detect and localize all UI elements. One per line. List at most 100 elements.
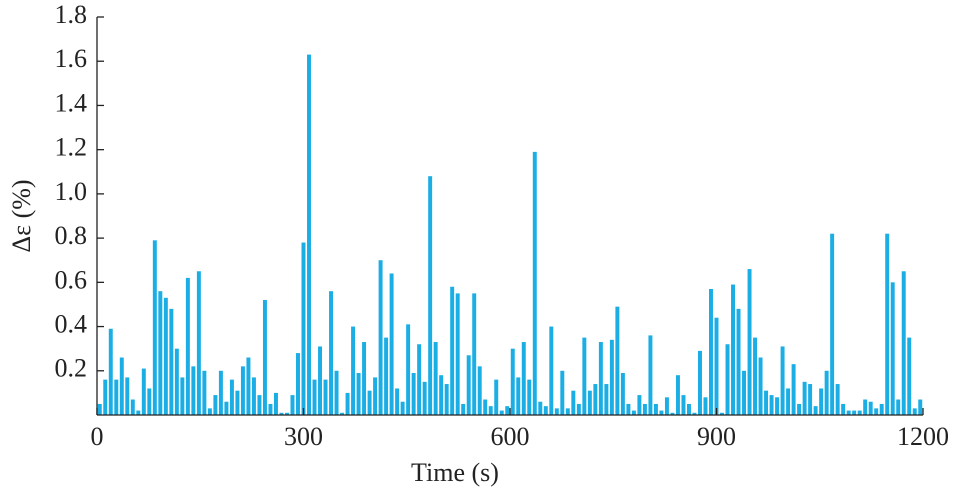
bar <box>323 379 328 415</box>
bar <box>268 403 273 415</box>
bar <box>494 379 499 415</box>
bar <box>918 399 923 415</box>
bar <box>714 317 719 415</box>
bar <box>307 54 311 415</box>
bar <box>246 357 251 415</box>
bar <box>483 399 488 415</box>
bar <box>163 297 168 415</box>
bar <box>510 348 515 415</box>
bar <box>565 408 570 415</box>
y-tick-label: 1.8 <box>55 0 88 29</box>
bar <box>626 403 631 415</box>
bar <box>532 151 537 415</box>
bar <box>318 346 323 415</box>
bar <box>130 399 135 415</box>
x-tick-label: 1200 <box>897 422 949 451</box>
bar <box>191 366 196 415</box>
bar <box>417 344 422 415</box>
y-tick-label: 1.6 <box>55 44 88 73</box>
bar <box>670 412 675 415</box>
bar <box>218 370 223 415</box>
bar <box>152 240 157 415</box>
bar <box>901 271 906 415</box>
bar <box>742 370 747 415</box>
bar <box>681 395 686 415</box>
bar <box>576 403 581 415</box>
bar <box>709 288 713 415</box>
y-tick-label: 0.4 <box>55 310 88 339</box>
bar <box>351 326 356 415</box>
bar <box>582 337 587 415</box>
bar <box>235 390 240 415</box>
bar <box>819 388 824 415</box>
bar <box>202 370 207 415</box>
bar <box>731 284 736 415</box>
bar <box>879 403 884 415</box>
y-tick-label: 0.8 <box>55 221 88 250</box>
bar <box>560 370 565 415</box>
bar <box>334 370 339 415</box>
bar <box>863 399 868 415</box>
bar <box>196 271 201 415</box>
bar <box>835 384 840 415</box>
bar <box>428 176 433 415</box>
bar <box>846 410 851 415</box>
x-axis-label: Time (s) <box>411 458 499 487</box>
bar <box>257 395 262 415</box>
bar <box>791 364 796 415</box>
bar <box>488 406 493 415</box>
bar <box>301 242 306 415</box>
bar <box>554 408 559 415</box>
bar <box>125 377 130 415</box>
y-tick-label: 1.0 <box>55 177 88 206</box>
bar <box>472 293 477 415</box>
bar <box>907 337 912 415</box>
bar <box>97 403 102 415</box>
bar <box>549 326 554 415</box>
bar <box>631 410 636 415</box>
bar <box>461 403 466 415</box>
x-tick-label: 0 <box>91 422 104 451</box>
bar <box>439 375 444 415</box>
bar <box>147 388 152 415</box>
y-tick-label: 1.4 <box>55 88 88 117</box>
bar <box>103 379 108 415</box>
bar <box>169 308 174 415</box>
bar <box>329 291 334 415</box>
bar <box>841 403 846 415</box>
bar <box>697 350 702 415</box>
bar <box>852 410 857 415</box>
bar <box>675 375 680 415</box>
bar <box>505 406 510 415</box>
bar <box>648 335 653 415</box>
bar <box>775 397 780 415</box>
bar <box>912 408 917 415</box>
bar <box>802 381 807 415</box>
bar <box>185 277 190 415</box>
bar <box>769 395 774 415</box>
bar <box>593 384 598 415</box>
bar <box>615 306 620 415</box>
y-tick-label: 0.2 <box>55 354 88 383</box>
bar <box>808 384 813 415</box>
bar <box>764 390 769 415</box>
bar <box>284 412 289 415</box>
bar <box>830 233 835 415</box>
bar <box>108 328 113 415</box>
bar <box>158 291 163 415</box>
bar <box>251 377 256 415</box>
bar <box>296 353 300 415</box>
x-tick-label: 300 <box>284 422 323 451</box>
bar <box>180 377 185 415</box>
bar <box>411 372 416 415</box>
bar <box>141 368 146 415</box>
bar <box>703 397 708 415</box>
bar <box>527 379 532 415</box>
bar <box>373 377 378 415</box>
x-tick-label: 900 <box>697 422 736 451</box>
bar <box>213 395 218 415</box>
bar <box>455 293 460 415</box>
bar <box>604 384 609 415</box>
bar <box>224 401 229 415</box>
bar <box>868 401 873 415</box>
